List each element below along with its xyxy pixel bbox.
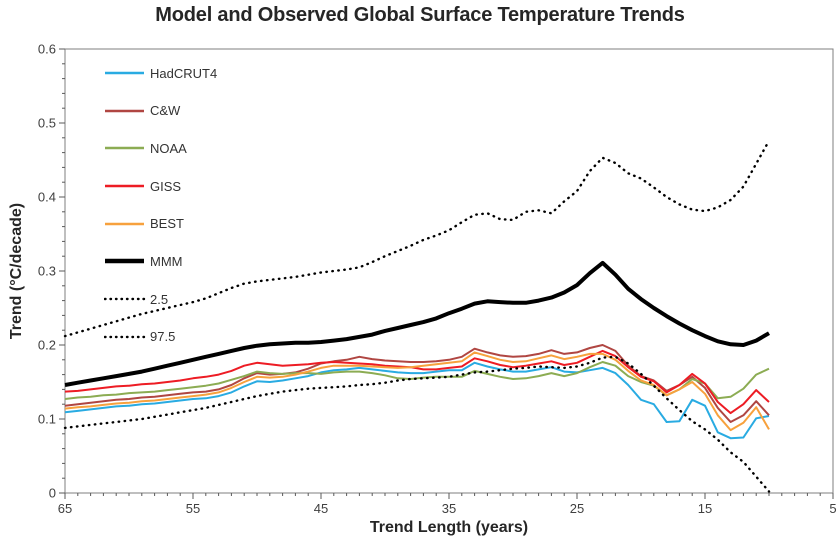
legend-item-best: BEST [104, 214, 217, 234]
y-tick-label: 0.2 [38, 338, 56, 353]
legend-line-sample-giss [105, 184, 144, 188]
x-tick-label: 25 [570, 501, 584, 516]
legend-label: C&W [150, 103, 181, 119]
legend-label: BEST [150, 216, 184, 232]
x-axis-title: Trend Length (years) [369, 519, 529, 536]
series-best-line [64, 351, 770, 432]
chart-title: Model and Observed Global Surface Temper… [155, 4, 685, 26]
legend-label: GISS [150, 178, 182, 194]
legend-item-hadcrut4: HadCRUT4 [104, 63, 217, 83]
series-97-5-line [63, 139, 771, 338]
x-tick-label: 5 [829, 501, 836, 516]
x-tick-label: 55 [186, 501, 200, 516]
legend-item-c-w: C&W [104, 101, 217, 121]
y-tick-label: 0.6 [38, 42, 56, 57]
legend-item-mmm: MMM [104, 251, 217, 271]
legend-label: 97.5 [150, 329, 176, 345]
y-tick-label: 0.4 [38, 190, 56, 205]
legend-line-sample-best [105, 222, 144, 225]
legend-label: HadCRUT4 [150, 65, 218, 81]
legend: HadCRUT4 C&W NOAA GISS BEST MMM 2.5 97.5 [104, 63, 217, 365]
legend-label: NOAA [150, 140, 187, 156]
x-tick-label: 35 [442, 501, 456, 516]
y-tick-label: 0.3 [38, 264, 56, 279]
legend-label: MMM [150, 253, 183, 269]
x-tick-label: 15 [698, 501, 712, 516]
legend-item-97-5: 97.5 [104, 327, 217, 347]
legend-line-sample-97-5 [104, 335, 146, 339]
series-giss-line [64, 349, 770, 415]
x-tick-label: 65 [58, 501, 72, 516]
series-mmm-line [64, 260, 771, 387]
series-2-5-line [63, 355, 771, 493]
legend-item-noaa: NOAA [104, 138, 217, 158]
legend-line-sample-mmm [105, 259, 144, 264]
legend-line-sample-c-w [105, 109, 144, 112]
legend-line-sample-hadcrut4 [105, 71, 144, 75]
y-tick-label: 0.5 [38, 116, 56, 131]
legend-line-sample-noaa [105, 147, 144, 150]
legend-label: 2.5 [150, 291, 169, 307]
legend-line-sample-2-5 [104, 297, 146, 301]
legend-item-2-5: 2.5 [104, 289, 217, 309]
x-tick-label: 45 [314, 501, 328, 516]
y-tick-label: 0.1 [38, 412, 56, 427]
y-tick-label: 0 [49, 486, 56, 501]
legend-item-giss: GISS [104, 176, 217, 196]
series-hadcrut4-line [64, 361, 770, 440]
y-axis-title: Trend (°C/decade) [8, 202, 25, 340]
